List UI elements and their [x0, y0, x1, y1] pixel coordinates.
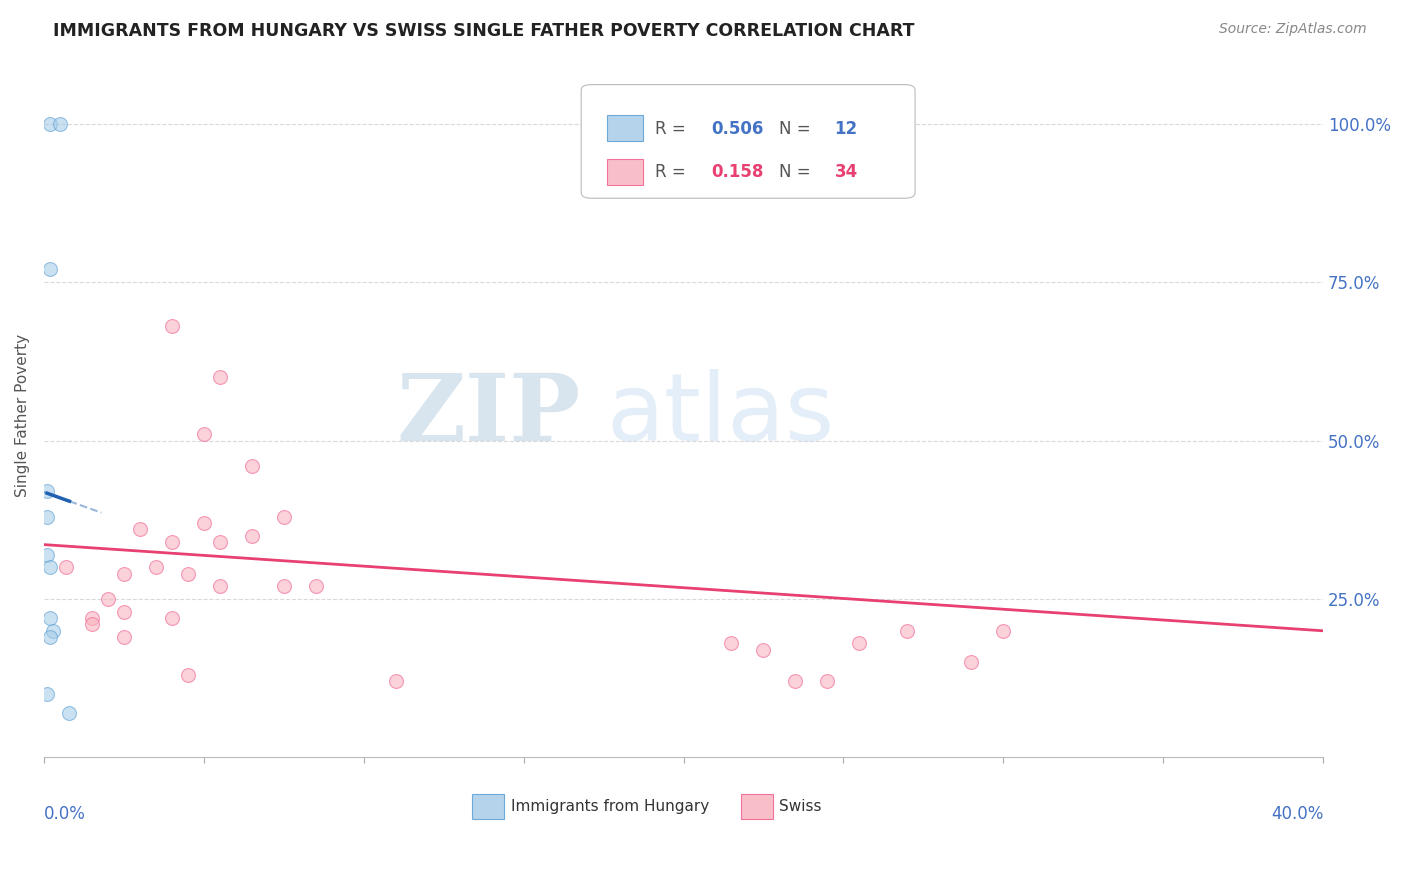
Point: [128, 522, 150, 536]
Point: [58, 706, 80, 720]
Point: [112, 605, 135, 619]
Text: R =: R =: [655, 163, 692, 181]
Point: [39, 630, 62, 644]
Point: [815, 674, 838, 689]
Point: [208, 535, 231, 549]
Text: ZIP: ZIP: [396, 370, 581, 460]
Text: Source: ZipAtlas.com: Source: ZipAtlas.com: [1219, 22, 1367, 37]
Point: [177, 668, 200, 682]
Text: 0.506: 0.506: [711, 120, 763, 138]
FancyBboxPatch shape: [472, 795, 505, 819]
Text: 12: 12: [835, 120, 858, 138]
Point: [35, 509, 58, 524]
Point: [273, 579, 295, 593]
Point: [384, 674, 406, 689]
Text: atlas: atlas: [607, 369, 835, 461]
Point: [160, 319, 183, 334]
Point: [97, 591, 120, 606]
Point: [208, 579, 231, 593]
Point: [240, 458, 263, 473]
Point: [993, 624, 1015, 638]
Text: R =: R =: [655, 120, 692, 138]
Text: 0.158: 0.158: [711, 163, 763, 181]
Point: [35, 687, 58, 701]
Point: [273, 509, 295, 524]
Point: [112, 566, 135, 581]
Point: [35, 548, 58, 562]
Point: [193, 427, 215, 442]
Text: N =: N =: [779, 163, 817, 181]
Point: [39, 262, 62, 277]
Text: IMMIGRANTS FROM HUNGARY VS SWISS SINGLE FATHER POVERTY CORRELATION CHART: IMMIGRANTS FROM HUNGARY VS SWISS SINGLE …: [53, 22, 915, 40]
Point: [35, 484, 58, 499]
Point: [39, 611, 62, 625]
Text: Swiss: Swiss: [779, 799, 823, 814]
FancyBboxPatch shape: [581, 85, 915, 198]
FancyBboxPatch shape: [741, 795, 773, 819]
Point: [785, 674, 807, 689]
Point: [193, 516, 215, 530]
Point: [39, 117, 62, 131]
Point: [848, 636, 870, 650]
Point: [42, 624, 65, 638]
Point: [80, 611, 103, 625]
FancyBboxPatch shape: [607, 159, 643, 185]
Point: [720, 636, 742, 650]
Point: [55, 560, 77, 574]
Text: N =: N =: [779, 120, 817, 138]
Point: [896, 624, 918, 638]
Point: [208, 370, 231, 384]
Point: [177, 566, 200, 581]
Text: 34: 34: [835, 163, 858, 181]
Point: [160, 535, 183, 549]
Text: 0.0%: 0.0%: [44, 805, 86, 823]
FancyBboxPatch shape: [607, 115, 643, 142]
Point: [960, 656, 983, 670]
Point: [305, 579, 328, 593]
Text: Immigrants from Hungary: Immigrants from Hungary: [510, 799, 709, 814]
Y-axis label: Single Father Poverty: Single Father Poverty: [15, 334, 30, 497]
Point: [160, 611, 183, 625]
Point: [112, 630, 135, 644]
Text: 40.0%: 40.0%: [1271, 805, 1323, 823]
Point: [240, 528, 263, 542]
Point: [752, 642, 775, 657]
Point: [737, 123, 759, 137]
Point: [80, 617, 103, 632]
Point: [39, 560, 62, 574]
Point: [145, 560, 167, 574]
Point: [49, 117, 72, 131]
